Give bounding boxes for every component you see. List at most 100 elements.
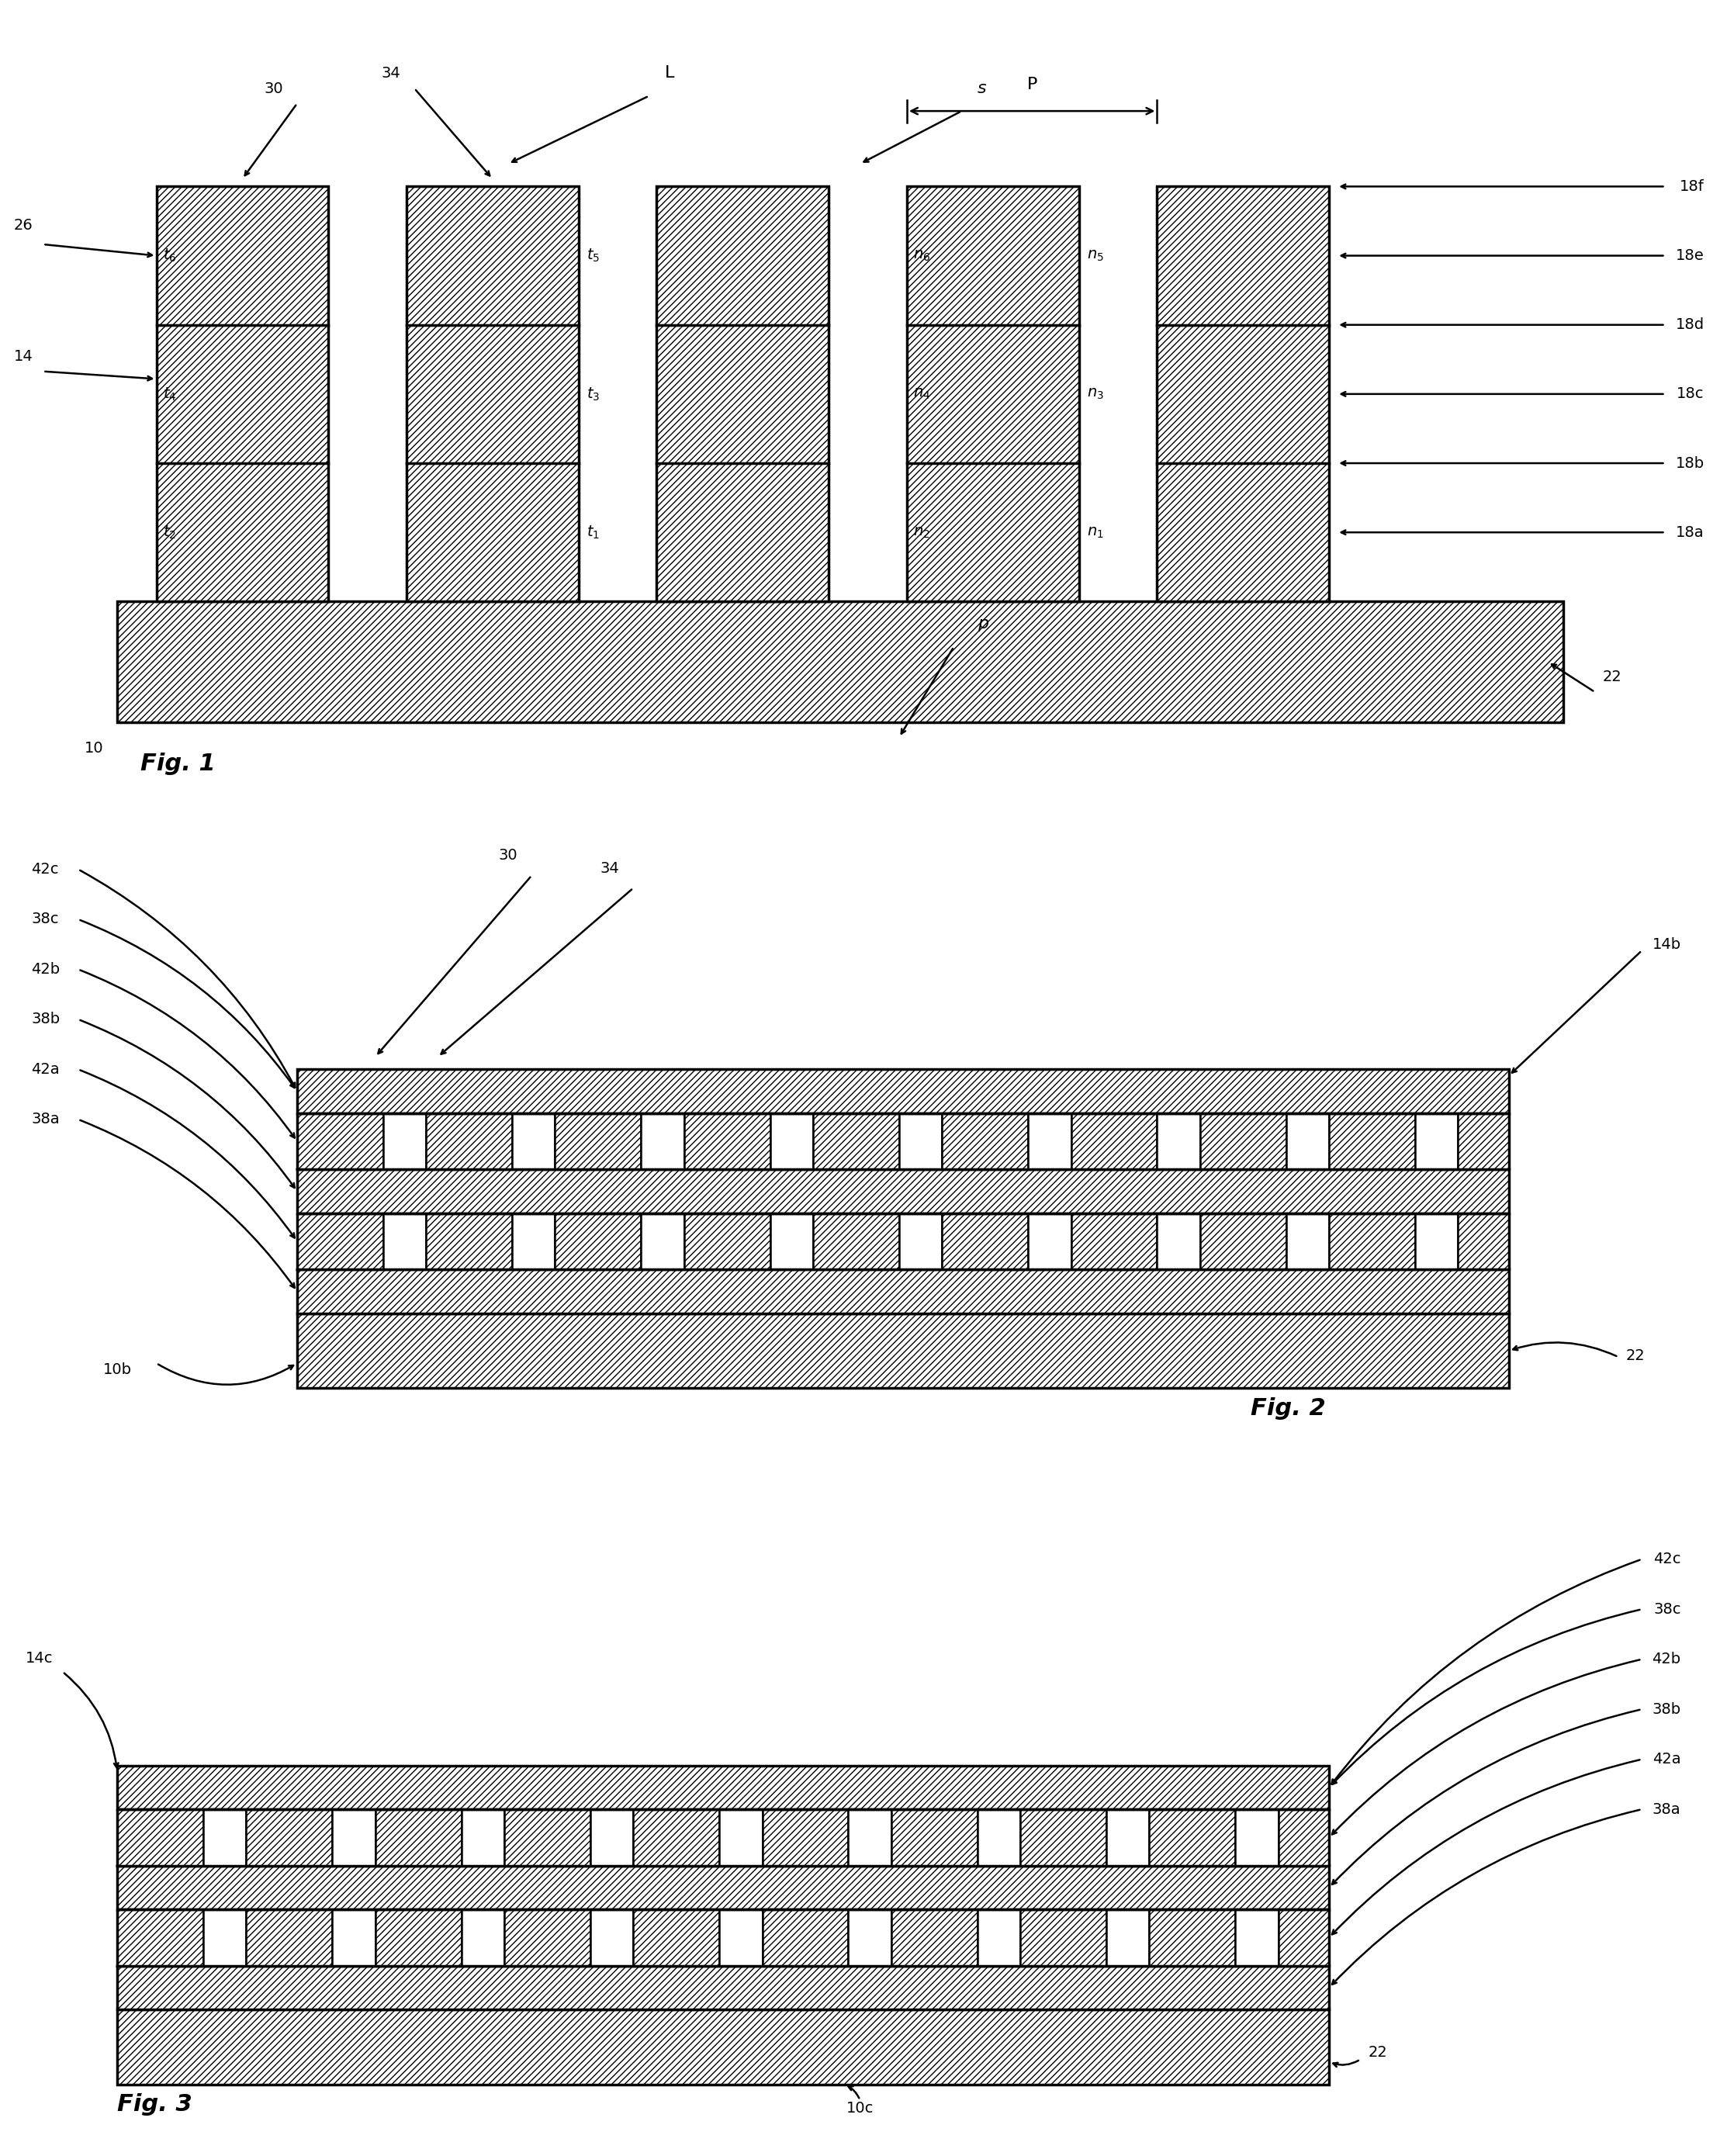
Bar bbox=[719, 1809, 762, 1865]
Text: 10: 10 bbox=[84, 742, 103, 757]
Bar bbox=[1158, 1214, 1201, 1270]
Bar bbox=[891, 1809, 977, 1865]
Bar bbox=[298, 1112, 384, 1169]
Bar bbox=[943, 1214, 1029, 1270]
Text: 22: 22 bbox=[1367, 2044, 1388, 2059]
Bar bbox=[633, 1910, 719, 1966]
Text: 34: 34 bbox=[382, 67, 401, 80]
Bar bbox=[1106, 1910, 1149, 1966]
Text: 18d: 18d bbox=[1675, 317, 1705, 332]
Text: $n_5$: $n_5$ bbox=[1087, 248, 1104, 263]
Bar bbox=[1278, 1910, 1330, 1966]
Bar bbox=[117, 1910, 203, 1966]
Bar bbox=[1459, 1214, 1508, 1270]
Text: 26: 26 bbox=[14, 218, 33, 233]
Bar bbox=[685, 1214, 771, 1270]
Text: 34: 34 bbox=[600, 860, 619, 875]
Text: 42a: 42a bbox=[31, 1063, 60, 1076]
Bar bbox=[1149, 1910, 1235, 1966]
Bar bbox=[157, 188, 329, 602]
Text: $n_3$: $n_3$ bbox=[1087, 386, 1104, 401]
Bar bbox=[117, 602, 1563, 722]
Text: s: s bbox=[977, 80, 986, 97]
Bar bbox=[117, 1865, 1330, 1910]
Text: 42c: 42c bbox=[1653, 1552, 1680, 1567]
Text: 30: 30 bbox=[265, 82, 284, 97]
Text: 14: 14 bbox=[14, 349, 33, 364]
Text: 42c: 42c bbox=[31, 862, 58, 877]
Text: 38c: 38c bbox=[31, 912, 58, 927]
Text: 18c: 18c bbox=[1677, 386, 1705, 401]
Bar bbox=[117, 2009, 1330, 2085]
Text: $t_6$: $t_6$ bbox=[163, 248, 175, 263]
Text: 22: 22 bbox=[1625, 1348, 1646, 1363]
Bar bbox=[513, 1112, 556, 1169]
Bar bbox=[117, 1966, 1330, 2009]
Bar bbox=[657, 188, 829, 602]
Bar bbox=[427, 1214, 513, 1270]
Bar bbox=[977, 1809, 1020, 1865]
Text: 38a: 38a bbox=[1653, 1802, 1680, 1818]
Text: 38b: 38b bbox=[31, 1011, 60, 1026]
Bar bbox=[556, 1112, 642, 1169]
Bar bbox=[762, 1910, 848, 1966]
Bar bbox=[906, 188, 1078, 602]
Text: $t_5$: $t_5$ bbox=[587, 248, 600, 263]
Text: 14c: 14c bbox=[26, 1651, 53, 1664]
Bar bbox=[943, 1112, 1029, 1169]
Bar bbox=[298, 1069, 1508, 1112]
Bar bbox=[642, 1112, 685, 1169]
Bar bbox=[900, 1112, 943, 1169]
Text: 42a: 42a bbox=[1653, 1753, 1680, 1766]
Bar bbox=[590, 1809, 633, 1865]
Bar bbox=[504, 1910, 590, 1966]
Text: 30: 30 bbox=[499, 847, 518, 862]
Text: 38c: 38c bbox=[1653, 1602, 1680, 1617]
Bar bbox=[814, 1112, 900, 1169]
Text: 18a: 18a bbox=[1675, 524, 1705, 539]
Text: 10b: 10b bbox=[103, 1363, 132, 1378]
Bar bbox=[814, 1214, 900, 1270]
Text: 42b: 42b bbox=[31, 962, 60, 977]
Text: $t_1$: $t_1$ bbox=[587, 524, 600, 541]
Bar bbox=[848, 1809, 891, 1865]
Bar bbox=[1287, 1112, 1330, 1169]
Bar bbox=[1235, 1809, 1278, 1865]
Bar bbox=[1278, 1809, 1330, 1865]
Text: 18b: 18b bbox=[1675, 455, 1705, 470]
Bar bbox=[771, 1112, 814, 1169]
Bar bbox=[384, 1112, 427, 1169]
Bar bbox=[1201, 1112, 1287, 1169]
Bar bbox=[1201, 1214, 1287, 1270]
Text: 38a: 38a bbox=[31, 1112, 60, 1128]
Text: 38b: 38b bbox=[1653, 1701, 1680, 1716]
Bar bbox=[977, 1910, 1020, 1966]
Bar bbox=[384, 1214, 427, 1270]
Text: $n_2$: $n_2$ bbox=[913, 524, 931, 539]
Text: Fig. 2: Fig. 2 bbox=[1250, 1397, 1326, 1419]
Bar bbox=[504, 1809, 590, 1865]
Bar bbox=[1330, 1214, 1416, 1270]
Bar bbox=[685, 1112, 771, 1169]
Text: Fig. 1: Fig. 1 bbox=[141, 752, 215, 776]
Bar bbox=[590, 1910, 633, 1966]
Bar bbox=[375, 1809, 461, 1865]
Bar bbox=[1020, 1809, 1106, 1865]
Text: L: L bbox=[664, 65, 674, 80]
Bar bbox=[513, 1214, 556, 1270]
Bar bbox=[900, 1214, 943, 1270]
Text: 42b: 42b bbox=[1653, 1651, 1680, 1667]
Bar bbox=[203, 1910, 246, 1966]
Bar bbox=[117, 1766, 1330, 1809]
Text: Fig. 3: Fig. 3 bbox=[117, 2093, 193, 2115]
Bar bbox=[1330, 1112, 1416, 1169]
Text: $t_3$: $t_3$ bbox=[587, 386, 600, 403]
Text: $n_4$: $n_4$ bbox=[913, 386, 931, 401]
Bar bbox=[461, 1809, 504, 1865]
Bar bbox=[1235, 1910, 1278, 1966]
Bar bbox=[1072, 1214, 1158, 1270]
Bar bbox=[1029, 1112, 1072, 1169]
Bar bbox=[719, 1910, 762, 1966]
Text: p: p bbox=[977, 617, 989, 632]
Text: 18f: 18f bbox=[1680, 179, 1705, 194]
